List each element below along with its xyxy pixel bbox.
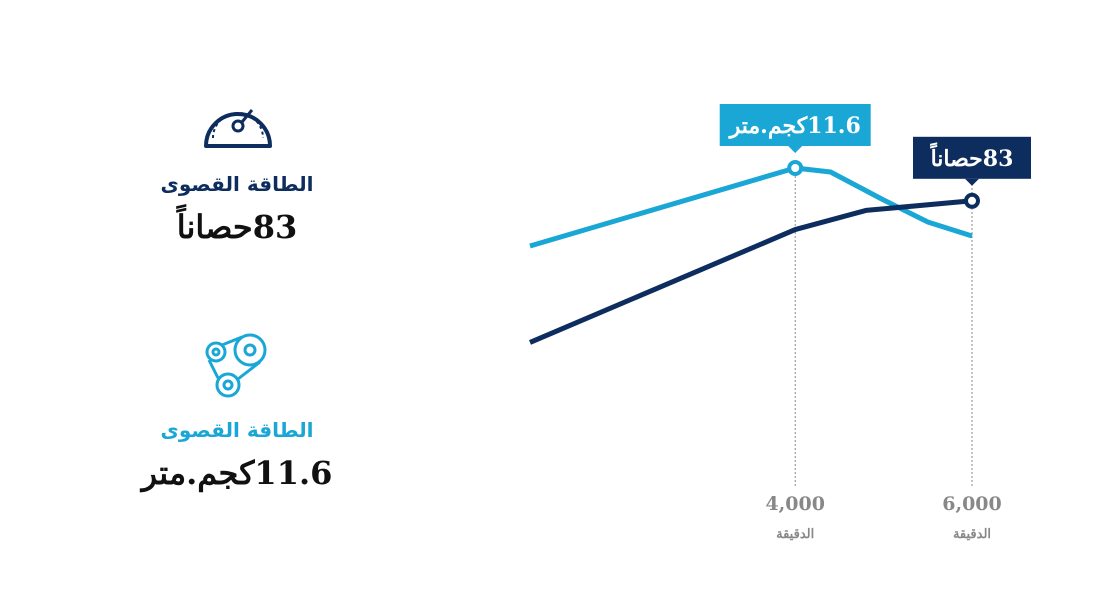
x-tick-label: 6,000 <box>942 493 1002 515</box>
callout-pointer <box>788 146 803 153</box>
peak-marker <box>964 192 980 209</box>
gauge-icon <box>204 109 272 148</box>
data-label: 11.6كجم.متر <box>728 113 861 139</box>
callout-pointer <box>965 178 979 186</box>
line-series <box>529 165 973 249</box>
torque-stat: الطاقة القصوى 11.6كجم.متر <box>117 418 357 492</box>
power-stat: الطاقة القصوى 83حصاناً <box>117 172 357 246</box>
data-label: 83حصاناً <box>929 142 1013 172</box>
callout: 83حصاناً <box>913 136 1031 186</box>
x-axis-label: الدقيقة <box>953 527 991 542</box>
belt-icon <box>205 333 267 398</box>
callout-box <box>719 104 871 146</box>
line-series <box>529 198 973 345</box>
x-axis-label: الدقيقة <box>776 527 814 542</box>
x-tick-label: 4,000 <box>765 493 825 515</box>
stat-value: 11.6كجم.متر <box>141 454 333 492</box>
callout-box <box>913 136 1031 179</box>
callout: 11.6كجم.متر <box>719 104 871 153</box>
peak-marker <box>787 160 804 176</box>
stat-value: 83حصاناً <box>176 208 298 246</box>
stat-title: الطاقة القصوى <box>160 418 314 442</box>
stat-title: الطاقة القصوى <box>160 172 314 196</box>
